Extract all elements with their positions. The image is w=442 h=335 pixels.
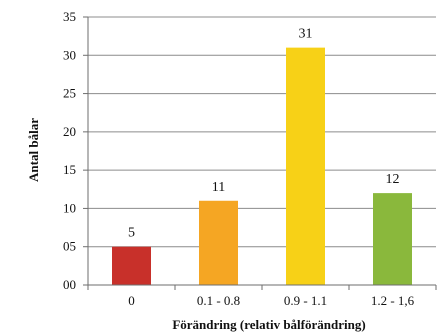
- y-tick-label: 15: [63, 162, 76, 177]
- y-tick-label: 10: [63, 200, 76, 215]
- data-label: 12: [386, 172, 400, 187]
- y-axis-title: Antal bålar: [26, 118, 41, 182]
- x-tick-label: 0: [128, 293, 135, 308]
- y-tick-label: 25: [63, 86, 76, 101]
- y-tick-label: 00: [63, 277, 76, 292]
- x-axis-title: Förändring (relativ bålförändring): [172, 317, 365, 332]
- y-tick-label: 20: [63, 124, 76, 139]
- labels: 00 05 10 15 20 25 30 35 5 0 11 0.1 - 0.8 31 0.9 - 1.1…: [63, 9, 415, 308]
- y-tick-label: 35: [63, 9, 76, 24]
- bar: [373, 193, 412, 285]
- bar: [112, 246, 151, 285]
- bars: [112, 47, 412, 285]
- y-tick-label: 05: [63, 239, 76, 254]
- bar: [286, 47, 325, 285]
- data-label: 31: [299, 27, 313, 42]
- y-tick-label: 30: [63, 47, 76, 62]
- data-label: 11: [212, 180, 225, 195]
- data-label: 5: [128, 226, 135, 241]
- gridlines: [88, 16, 436, 248]
- x-tick-label: 1.2 - 1,6: [371, 293, 415, 308]
- x-tick-label: 0.9 - 1.1: [284, 293, 327, 308]
- x-tick-label: 0.1 - 0.8: [197, 293, 240, 308]
- axes: [83, 16, 437, 290]
- bar: [199, 200, 238, 285]
